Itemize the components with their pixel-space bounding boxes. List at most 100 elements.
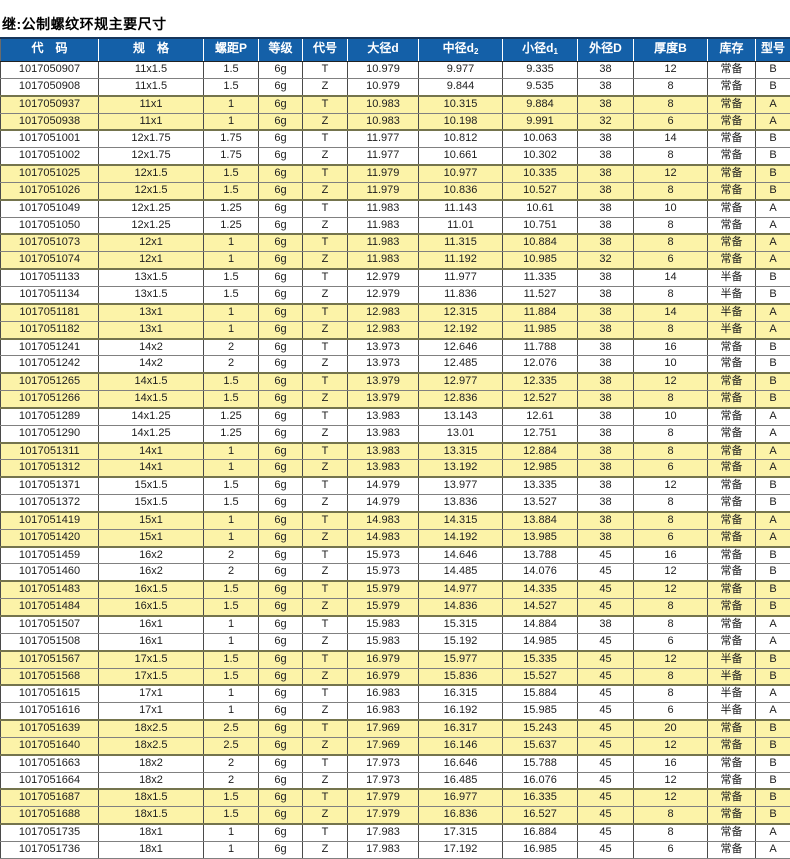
cell-d2: 11.192 <box>419 252 503 269</box>
cell-model: A <box>756 113 790 130</box>
cell-sym: Z <box>303 807 348 824</box>
cell-D: 45 <box>578 789 634 806</box>
cell-d2: 16.646 <box>419 755 503 772</box>
cell-spec: 11x1 <box>99 96 204 113</box>
cell-grade: 6g <box>259 477 303 494</box>
cell-code: 1017051459 <box>1 547 99 564</box>
cell-model: A <box>756 841 790 858</box>
cell-d: 13.983 <box>348 425 419 442</box>
cell-spec: 14x1 <box>99 460 204 477</box>
cell-B: 10 <box>634 408 708 425</box>
cell-grade: 6g <box>259 443 303 460</box>
cell-sym: T <box>303 130 348 147</box>
column-header-sym: 代号 <box>303 38 348 62</box>
cell-B: 12 <box>634 564 708 581</box>
cell-spec: 11x1 <box>99 113 204 130</box>
cell-model: B <box>756 668 790 685</box>
cell-code: 1017051507 <box>1 616 99 633</box>
cell-model: A <box>756 252 790 269</box>
cell-model: A <box>756 824 790 841</box>
cell-sym: T <box>303 304 348 321</box>
cell-d: 13.979 <box>348 391 419 408</box>
cell-B: 8 <box>634 807 708 824</box>
cell-B: 8 <box>634 512 708 529</box>
cell-code: 1017051616 <box>1 703 99 720</box>
cell-stock: 半备 <box>708 668 756 685</box>
cell-model: B <box>756 772 790 789</box>
cell-stock: 常备 <box>708 737 756 754</box>
cell-D: 45 <box>578 547 634 564</box>
cell-d1: 15.335 <box>503 651 578 668</box>
cell-pitch: 1.5 <box>204 165 259 182</box>
cell-stock: 常备 <box>708 772 756 789</box>
cell-d: 11.983 <box>348 234 419 251</box>
cell-D: 38 <box>578 62 634 79</box>
cell-pitch: 1.75 <box>204 148 259 165</box>
cell-d1: 12.527 <box>503 391 578 408</box>
cell-sym: T <box>303 373 348 390</box>
cell-d1: 12.751 <box>503 425 578 442</box>
cell-code: 1017051073 <box>1 234 99 251</box>
cell-spec: 14x1.25 <box>99 408 204 425</box>
cell-d: 17.983 <box>348 824 419 841</box>
cell-model: A <box>756 685 790 702</box>
cell-model: A <box>756 200 790 217</box>
cell-model: B <box>756 581 790 598</box>
cell-B: 8 <box>634 668 708 685</box>
cell-spec: 16x1.5 <box>99 581 204 598</box>
cell-spec: 18x1.5 <box>99 807 204 824</box>
cell-d: 11.977 <box>348 148 419 165</box>
cell-code: 1017050938 <box>1 113 99 130</box>
cell-d2: 13.192 <box>419 460 503 477</box>
cell-stock: 常备 <box>708 460 756 477</box>
cell-d: 16.983 <box>348 703 419 720</box>
cell-code: 1017051508 <box>1 633 99 650</box>
cell-pitch: 1.5 <box>204 78 259 95</box>
cell-code: 1017051182 <box>1 321 99 338</box>
cell-model: B <box>756 391 790 408</box>
cell-stock: 常备 <box>708 252 756 269</box>
cell-sym: Z <box>303 703 348 720</box>
cell-d2: 16.485 <box>419 772 503 789</box>
cell-code: 1017051483 <box>1 581 99 598</box>
cell-sym: T <box>303 477 348 494</box>
cell-grade: 6g <box>259 529 303 546</box>
cell-sym: T <box>303 581 348 598</box>
cell-B: 8 <box>634 321 708 338</box>
cell-grade: 6g <box>259 339 303 356</box>
cell-d: 16.979 <box>348 668 419 685</box>
cell-d1: 15.788 <box>503 755 578 772</box>
cell-D: 38 <box>578 182 634 199</box>
cell-sym: Z <box>303 182 348 199</box>
cell-D: 45 <box>578 841 634 858</box>
cell-B: 8 <box>634 286 708 303</box>
cell-D: 38 <box>578 217 634 234</box>
cell-model: A <box>756 703 790 720</box>
cell-code: 1017051688 <box>1 807 99 824</box>
cell-pitch: 1.5 <box>204 789 259 806</box>
cell-B: 8 <box>634 616 708 633</box>
cell-pitch: 1.25 <box>204 217 259 234</box>
cell-grade: 6g <box>259 703 303 720</box>
cell-d: 10.983 <box>348 113 419 130</box>
cell-d1: 15.637 <box>503 737 578 754</box>
cell-spec: 15x1.5 <box>99 477 204 494</box>
cell-d: 17.969 <box>348 720 419 737</box>
cell-d: 11.977 <box>348 130 419 147</box>
cell-model: A <box>756 512 790 529</box>
cell-B: 12 <box>634 651 708 668</box>
cell-pitch: 2 <box>204 755 259 772</box>
cell-code: 1017051242 <box>1 356 99 373</box>
cell-pitch: 1 <box>204 252 259 269</box>
cell-D: 45 <box>578 685 634 702</box>
cell-d1: 14.884 <box>503 616 578 633</box>
cell-B: 6 <box>634 113 708 130</box>
cell-spec: 14x1.25 <box>99 425 204 442</box>
cell-pitch: 1.25 <box>204 408 259 425</box>
